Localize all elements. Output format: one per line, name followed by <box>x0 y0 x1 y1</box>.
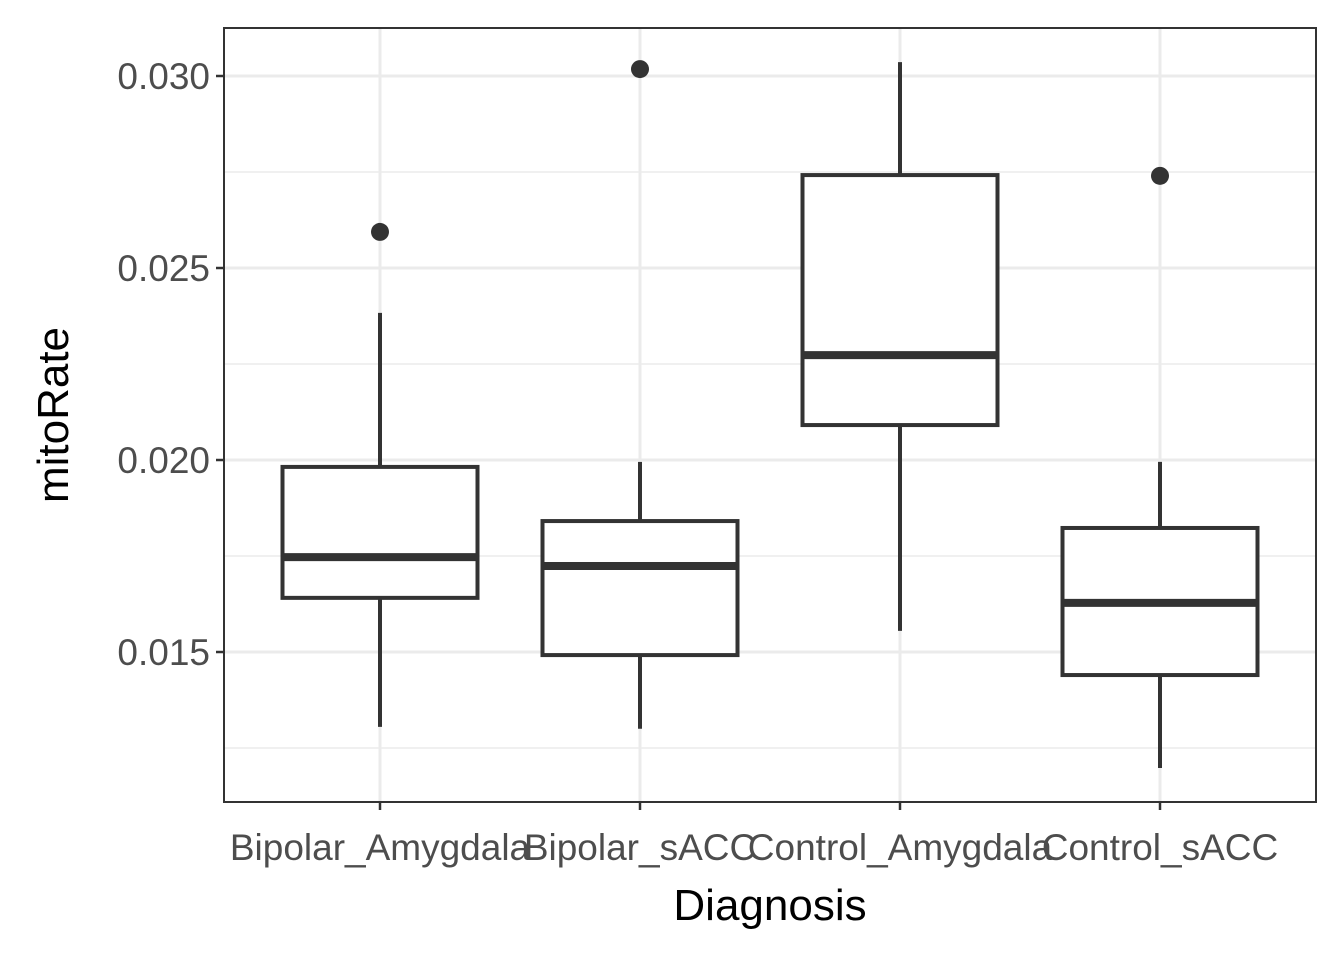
box <box>800 173 1000 428</box>
x-tick-label: Control_Amygdala <box>748 827 1053 868</box>
box <box>280 464 480 600</box>
box-Control_Amygdala <box>800 62 1000 631</box>
outlier-point <box>371 222 389 241</box>
x-tick-label: Bipolar_sACC <box>524 827 756 868</box>
box <box>540 519 740 658</box>
y-tick-label: 0.025 <box>117 248 210 289</box>
x-tick-label: Control_sACC <box>1042 827 1278 868</box>
y-axis-label: mitoRate <box>29 327 78 503</box>
boxes <box>280 60 1260 768</box>
box-Bipolar_sACC <box>540 60 740 729</box>
x-tick-label: Bipolar_Amygdala <box>230 827 531 868</box>
panel-border <box>223 27 1317 803</box>
box-Bipolar_Amygdala <box>280 222 480 727</box>
y-tick-label: 0.030 <box>117 56 210 97</box>
panel-background <box>224 28 1316 802</box>
x-axis: Bipolar_AmygdalaBipolar_sACCControl_Amyg… <box>230 802 1278 868</box>
x-axis-label: Diagnosis <box>673 881 866 930</box>
y-tick-label: 0.020 <box>117 440 210 481</box>
outlier-point <box>631 60 649 79</box>
outlier-point <box>1151 166 1169 185</box>
box-Control_sACC <box>1060 166 1260 768</box>
grid <box>224 28 1316 802</box>
y-axis: 0.015 0.020 0.025 0.030 <box>117 56 224 673</box>
y-tick-label: 0.015 <box>117 632 210 673</box>
